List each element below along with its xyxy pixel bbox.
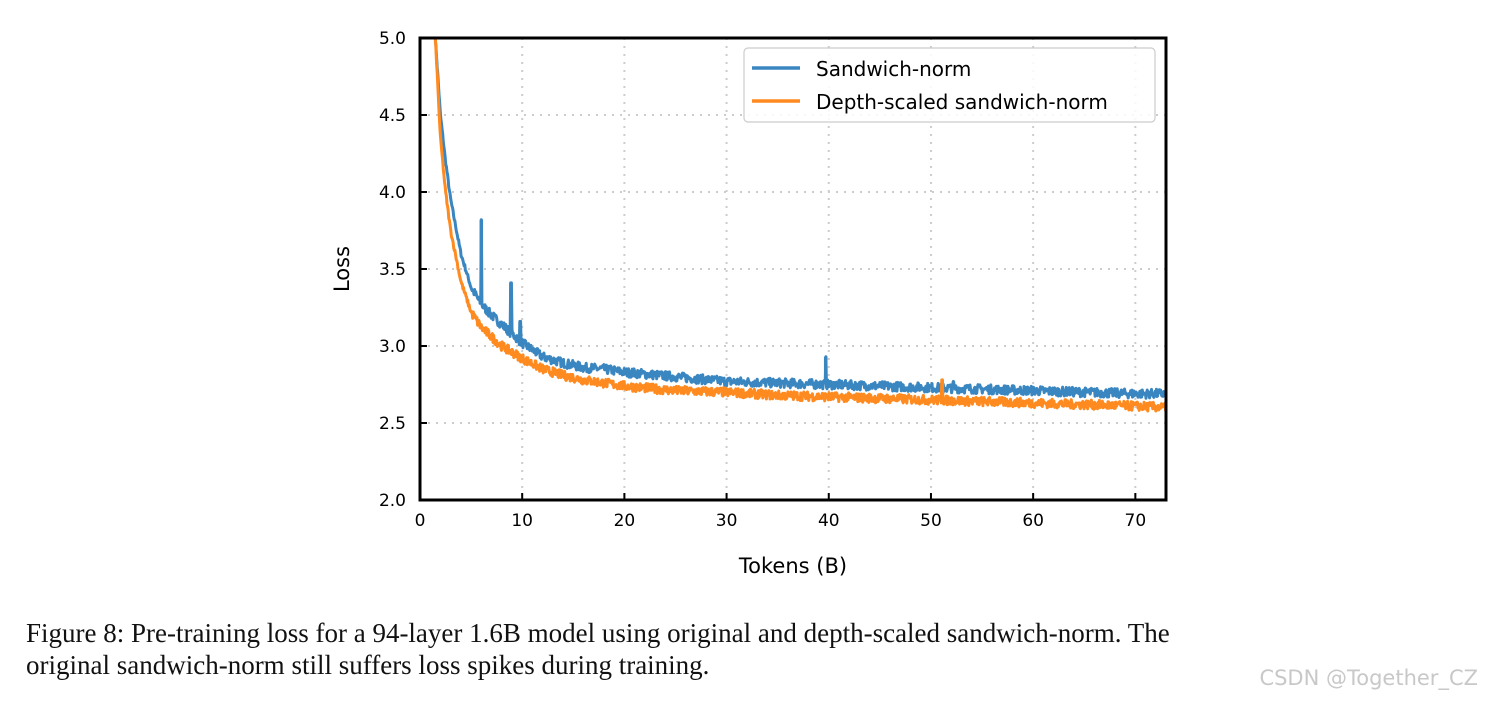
y-tick-label: 3.0: [379, 337, 406, 357]
series-layer: [433, 38, 1166, 413]
caption-line-2: original sandwich-norm still suffers los…: [26, 650, 710, 680]
series-line: [433, 38, 1166, 413]
legend: Sandwich-norm Depth-scaled sandwich-norm: [743, 47, 1156, 123]
x-tick-label: 40: [818, 511, 840, 531]
y-tick-label: 2.0: [379, 491, 406, 511]
x-tick-label: 70: [1125, 511, 1147, 531]
series-sandwich-norm: [433, 40, 1166, 400]
loss-chart: 0 10 20 30 40 50 60 70 2.0 2.5 3.0 3.5 4.0 4.5 5.0 Tok…: [330, 29, 1168, 578]
y-tick-label: 3.5: [379, 260, 406, 280]
x-tick-label: 30: [716, 511, 738, 531]
x-tick-label: 60: [1022, 511, 1044, 531]
series-line: [433, 40, 1166, 400]
y-tick-label: 2.5: [379, 414, 406, 434]
watermark: CSDN @Together_CZ: [1259, 666, 1478, 690]
y-axis-label: Loss: [330, 246, 354, 292]
grid: [420, 38, 1166, 500]
x-tick-label: 50: [920, 511, 942, 531]
legend-label-depth-scaled: Depth-scaled sandwich-norm: [816, 90, 1108, 114]
x-axis-label: Tokens (B): [738, 554, 847, 578]
y-tick-label: 4.0: [379, 183, 406, 203]
x-tick-label: 0: [415, 511, 426, 531]
legend-box: [743, 47, 1156, 123]
x-tick-label: 20: [614, 511, 636, 531]
series-depth-scaled-sandwich-norm: [433, 38, 1166, 413]
figure-caption: Figure 8: Pre-training loss for a 94-lay…: [26, 617, 1476, 681]
y-tick-label: 5.0: [379, 29, 406, 49]
ticks: 0 10 20 30 40 50 60 70 2.0 2.5 3.0 3.5 4.0 4.5 5.0: [379, 29, 1146, 531]
caption-line-1: Figure 8: Pre-training loss for a 94-lay…: [26, 618, 1170, 648]
x-tick-label: 10: [511, 511, 533, 531]
y-tick-label: 4.5: [379, 106, 406, 126]
legend-label-sandwich-norm: Sandwich-norm: [816, 57, 971, 81]
